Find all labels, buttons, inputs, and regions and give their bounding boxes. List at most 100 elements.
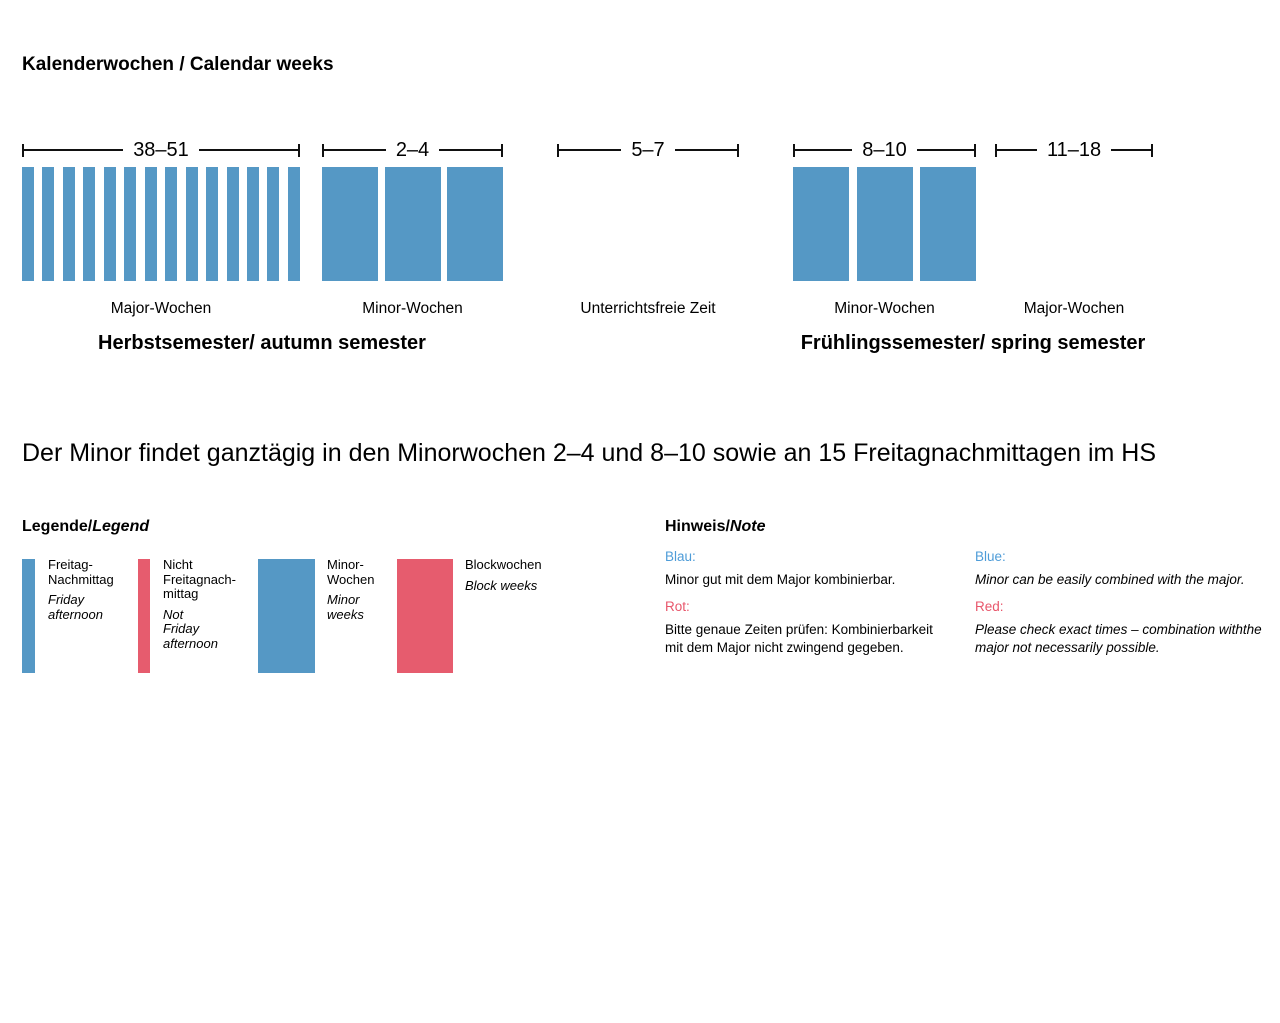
week-bar <box>384 167 441 281</box>
bracket-line <box>439 149 501 151</box>
week-range-bracket: 2–4 <box>322 140 503 160</box>
bracket-line <box>795 149 853 151</box>
week-bars <box>995 167 1153 281</box>
timeline-section-2: 2–4 Minor-Wochen <box>322 140 503 325</box>
page-title: Kalenderwochen / Calendar weeks <box>22 54 334 75</box>
note-heading: Hinweis/Note <box>665 518 765 536</box>
legend-item-text: Minor- Wochen Minor weeks <box>327 557 437 622</box>
timeline-section-4: 8–10 Minor-Wochen <box>793 140 976 325</box>
week-bar <box>322 167 378 281</box>
bracket-tick <box>995 143 997 157</box>
note-blue-label-de: Blau: <box>665 549 696 564</box>
note-red-text-de: Bitte genaue Zeiten prüfen: Kombinierbar… <box>665 622 933 655</box>
week-bar <box>793 167 849 281</box>
week-bar <box>920 167 976 281</box>
bracket-line <box>997 149 1037 151</box>
legend-swatch-red-thin <box>138 559 150 673</box>
week-bar <box>42 167 55 281</box>
note-heading-de: Hinweis/ <box>665 518 730 535</box>
bracket-tick <box>557 143 559 157</box>
bracket-tick <box>737 143 739 157</box>
bracket-line <box>24 149 124 151</box>
bracket-line <box>674 149 737 151</box>
timeline-section-5: 11–18 Major-Wochen <box>995 139 1154 325</box>
legend-item-label-en: Block weeks <box>465 577 538 593</box>
legend-swatch-red-wide <box>397 559 453 673</box>
bracket-line <box>324 149 386 151</box>
week-bar <box>144 167 157 281</box>
week-range-label: 38–51 <box>133 139 189 161</box>
week-range-bracket: 38–51 <box>22 140 300 160</box>
legend-item-label-en: Minor weeks <box>327 592 364 622</box>
week-range-label: 5–7 <box>631 139 665 161</box>
week-bar <box>103 167 116 281</box>
section-label: Unterrichtsfreie Zeit <box>580 300 716 317</box>
bracket-tick <box>1151 143 1154 157</box>
legend-item-text: Nicht Freitagnach- mittag Not Friday afte… <box>163 557 273 651</box>
week-range-label: 11–18 <box>1046 139 1102 161</box>
legend-item-label-en: Not Friday afternoon <box>163 606 218 651</box>
calendar-timeline: 38–51 Major-Wochen 2–4 Minor-Wochen 5–7 Unter… <box>0 140 1280 325</box>
bracket-tick <box>793 143 795 157</box>
week-bars <box>22 167 300 281</box>
note-blue-text-en: Minor can be easily combined with the ma… <box>975 572 1245 587</box>
week-range-bracket: 8–10 <box>793 140 976 160</box>
note-red-label-de: Rot: <box>665 599 690 614</box>
bracket-line <box>1111 149 1152 151</box>
spring-semester-label: Frühlingssemester/ spring semester <box>800 332 1146 354</box>
bracket-tick <box>501 143 503 157</box>
bracket-tick <box>22 143 24 157</box>
bracket-line <box>198 149 298 151</box>
week-bar <box>22 167 34 281</box>
note-heading-en: Note <box>729 518 766 535</box>
week-bar <box>267 167 280 281</box>
week-range-label: 8–10 <box>862 139 907 161</box>
legend-swatch-blue-thin <box>22 559 35 673</box>
week-bars <box>793 167 976 281</box>
bracket-tick <box>974 143 976 157</box>
week-bar <box>206 167 219 281</box>
week-bar <box>165 167 178 281</box>
week-bar <box>856 167 913 281</box>
timeline-section-3: 5–7 Unterrichtsfreie Zeit <box>557 140 739 325</box>
legend-heading-en: Legend <box>92 518 150 535</box>
week-range-label: 2–4 <box>395 139 430 161</box>
week-bar <box>226 167 239 281</box>
section-label: Major-Wochen <box>1023 300 1125 317</box>
timeline-section-1: 38–51 Major-Wochen <box>22 140 300 325</box>
section-label: Major-Wochen <box>110 300 212 317</box>
section-label: Minor-Wochen <box>362 300 463 317</box>
legend-item-label-de: Blockwochen <box>465 557 542 572</box>
week-bars <box>322 167 503 281</box>
bracket-line <box>916 149 974 151</box>
note-blue-text-de: Minor gut mit dem Major kombinierbar. <box>665 572 896 587</box>
week-bar <box>287 167 300 281</box>
section-label: Minor-Wochen <box>834 300 935 317</box>
legend-swatch-blue-wide <box>258 559 315 673</box>
legend-item-label-de: Nicht Freitagnach- mittag <box>163 557 236 601</box>
legend-item-label-de: Minor- Wochen <box>327 557 375 587</box>
week-bar <box>447 167 503 281</box>
legend-item-text: Blockwochen Block weeks <box>465 557 575 593</box>
note-red-label-en: Red: <box>975 599 1004 614</box>
bracket-line <box>559 149 622 151</box>
week-bar <box>62 167 75 281</box>
week-range-bracket: 5–7 <box>557 140 739 160</box>
legend-heading-de: Legende/ <box>22 518 93 535</box>
week-bar <box>246 167 259 281</box>
minor-schedule-statement: Der Minor findet ganztägig in den Minorw… <box>22 439 1156 467</box>
note-red-text-en: Please check exact times – combination w… <box>975 622 1262 655</box>
legend-item-label-en: Friday afternoon <box>48 592 103 622</box>
week-bar <box>185 167 198 281</box>
autumn-semester-label: Herbstsemester/ autumn semester <box>98 332 426 354</box>
week-bar <box>83 167 96 281</box>
legend-item-text: Freitag- Nachmittag Friday afternoon <box>48 557 158 622</box>
bracket-tick <box>322 143 324 157</box>
week-bars <box>557 167 739 281</box>
note-blue-label-en: Blue: <box>975 549 1006 564</box>
legend-heading: Legende/Legend <box>22 518 149 536</box>
week-range-bracket: 11–18 <box>995 139 1154 161</box>
week-bar <box>124 167 137 281</box>
legend-item-label-de: Freitag- Nachmittag <box>48 557 114 587</box>
bracket-tick <box>298 143 300 157</box>
